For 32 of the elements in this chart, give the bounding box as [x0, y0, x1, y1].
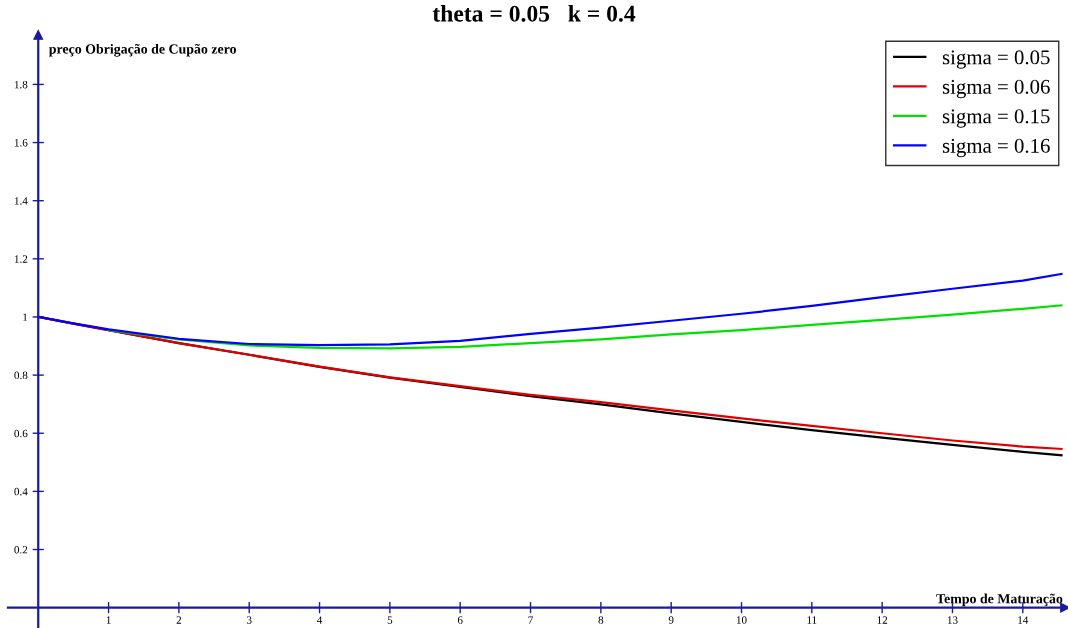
x-tick-label: 13 — [947, 616, 958, 624]
line-series — [107, 304, 1063, 350]
chart-title: theta = 0.05 k = 0.4 — [432, 5, 636, 22]
x-tick-label: 11 — [807, 616, 817, 624]
x-tick-label: 14 — [1018, 616, 1029, 624]
legend-label: sigma = 0.16 — [942, 138, 1050, 158]
y-tick-label: 0.8 — [14, 371, 28, 380]
line-series — [37, 272, 1063, 347]
x-tick-label: 4 — [316, 616, 323, 624]
y-tick-label: 0.4 — [14, 487, 28, 496]
legend-label: sigma = 0.15 — [942, 109, 1050, 128]
x-tick-label: 10 — [736, 616, 747, 624]
x-tick-label: 2 — [176, 616, 182, 624]
x-axis-title: Tempo de Maturação — [936, 593, 1063, 607]
y-tick-label: 1.8 — [14, 80, 28, 89]
y-tick-label: 1.4 — [14, 197, 28, 205]
y-tick-label: 0.2 — [14, 545, 28, 554]
x-tick-label: 6 — [457, 616, 463, 624]
x-tick-label: 3 — [246, 616, 252, 624]
x-tick-label: 5 — [387, 616, 393, 624]
x-tick-label: 7 — [528, 616, 533, 624]
x-tick-label: 8 — [598, 616, 604, 624]
legend-label: sigma = 0.05 — [942, 50, 1050, 69]
y-tick-label: 1.2 — [14, 255, 28, 263]
x-tick-label: 9 — [668, 616, 674, 624]
y-tick-label: 0.6 — [14, 429, 28, 438]
x-tick-label: 1 — [106, 616, 111, 624]
x-tick-label: 12 — [877, 616, 888, 624]
y-tick-label: 1.6 — [14, 139, 28, 147]
legend-label: sigma = 0.06 — [942, 79, 1050, 99]
y-axis-title: preço Obrigação de Cupão zero — [48, 43, 237, 57]
y-tick-label: 1 — [23, 313, 28, 321]
